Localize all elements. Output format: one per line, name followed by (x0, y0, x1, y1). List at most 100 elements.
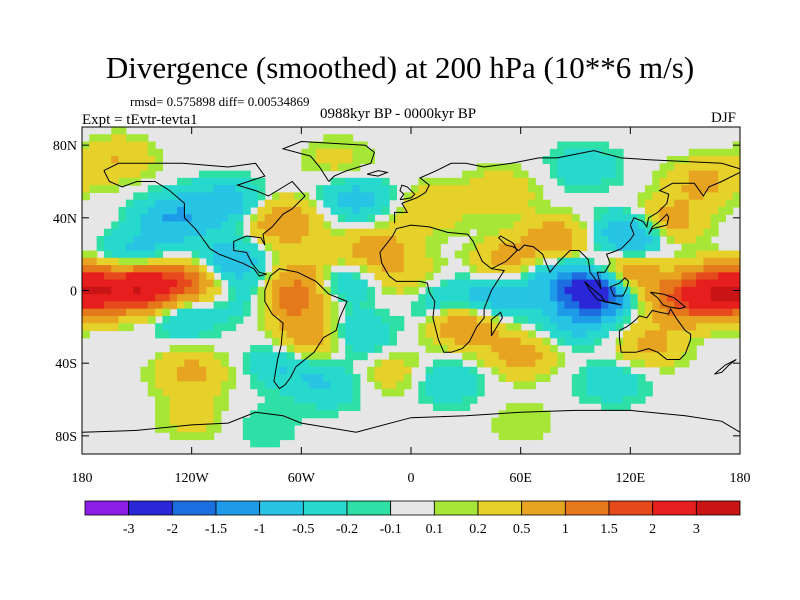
heatmap-cell (155, 265, 164, 273)
heatmap-cell (674, 286, 683, 295)
heatmap-cell (623, 279, 631, 288)
heatmap-cell (462, 294, 471, 302)
heatmap-cell (623, 286, 631, 295)
heatmap-cell (359, 308, 368, 317)
heatmap-cell (323, 374, 332, 382)
heatmap-cell (286, 432, 295, 441)
heatmap-cell (615, 388, 624, 397)
heatmap-cell (359, 294, 368, 302)
heatmap-cell (674, 308, 683, 317)
heatmap-cell (506, 352, 514, 361)
heatmap-cell (571, 337, 580, 346)
heatmap-cell (637, 192, 646, 201)
heatmap-cell (272, 279, 280, 288)
heatmap-cell (484, 177, 493, 186)
heatmap-cell (644, 279, 653, 288)
heatmap-cell (264, 272, 273, 281)
heatmap-cell (206, 286, 215, 295)
heatmap-cell (498, 199, 507, 208)
heatmap-cell (432, 403, 441, 411)
heatmap-cell (381, 185, 390, 193)
heatmap-cell (688, 345, 697, 353)
heatmap-cell (206, 323, 215, 332)
heatmap-cell (198, 214, 207, 223)
heatmap-cell (389, 214, 397, 223)
heatmap-cell (169, 352, 178, 361)
heatmap-cell (315, 279, 324, 288)
heatmap-cell (725, 301, 734, 310)
heatmap-cell (615, 228, 624, 237)
heatmap-cell (601, 170, 609, 179)
heatmap-cell (674, 345, 683, 353)
heatmap-cell (498, 236, 507, 244)
heatmap-cell (147, 163, 156, 172)
heatmap-cell (659, 286, 668, 295)
heatmap-cell (418, 206, 427, 215)
heatmap-cell (169, 417, 178, 426)
heatmap-cell (527, 345, 536, 353)
heatmap-cell (133, 170, 142, 179)
heatmap-cell (520, 257, 529, 266)
colorbar-label: 3 (693, 522, 700, 537)
heatmap-cell (520, 236, 529, 244)
heatmap-cell (498, 250, 507, 259)
heatmap-cell (111, 308, 120, 317)
heatmap-cell (520, 177, 529, 186)
heatmap-cell (330, 330, 339, 339)
heatmap-cell (228, 177, 237, 186)
heatmap-cell (264, 395, 273, 404)
heatmap-cell (155, 352, 164, 361)
heatmap-cell (103, 236, 112, 244)
heatmap-cell (688, 330, 697, 339)
heatmap-cell (542, 410, 551, 419)
heatmap-cell (718, 323, 726, 332)
heatmap-cell (301, 294, 310, 302)
heatmap-cell (432, 374, 441, 382)
heatmap-cell (250, 366, 259, 375)
heatmap-cell (527, 359, 536, 368)
heatmap-cell (279, 214, 288, 223)
heatmap-cell (425, 185, 434, 193)
heatmap-cell (140, 279, 149, 288)
heatmap-cell (206, 403, 215, 411)
heatmap-cell (213, 403, 222, 411)
heatmap-cell (345, 257, 354, 266)
heatmap-cell (286, 192, 295, 201)
heatmap-cell (674, 192, 683, 201)
heatmap-cell (615, 206, 624, 215)
heatmap-cell (535, 308, 544, 317)
heatmap-cell (615, 243, 624, 252)
heatmap-cell (549, 323, 558, 332)
heatmap-cell (703, 330, 712, 339)
heatmap-cell (520, 432, 529, 441)
heatmap-cell (615, 177, 624, 186)
heatmap-cell (476, 228, 485, 237)
heatmap-cell (184, 352, 193, 361)
heatmap-cell (169, 301, 178, 310)
heatmap-cell (440, 359, 449, 368)
heatmap-cell (644, 323, 653, 332)
heatmap-cell (513, 315, 522, 324)
heatmap-cell (272, 315, 280, 324)
heatmap-cell (352, 243, 361, 252)
heatmap-cell (659, 192, 668, 201)
heatmap-cell (557, 337, 566, 346)
heatmap-cell (213, 388, 222, 397)
heatmap-cell (169, 410, 178, 419)
heatmap-cell (82, 192, 90, 201)
heatmap-cell (644, 221, 653, 230)
heatmap-cell (396, 243, 405, 252)
heatmap-cell (82, 148, 90, 157)
heatmap-cell (484, 337, 493, 346)
heatmap-cell (454, 214, 463, 223)
heatmap-cell (688, 177, 697, 186)
heatmap-cell (89, 257, 98, 266)
heatmap-cell (308, 345, 317, 353)
heatmap-cell (513, 323, 522, 332)
heatmap-cell (162, 374, 171, 382)
heatmap-cell (264, 359, 273, 368)
heatmap-cell (615, 286, 624, 295)
heatmap-cell (264, 417, 273, 426)
heatmap-cell (527, 279, 536, 288)
heatmap-cell (586, 294, 595, 302)
